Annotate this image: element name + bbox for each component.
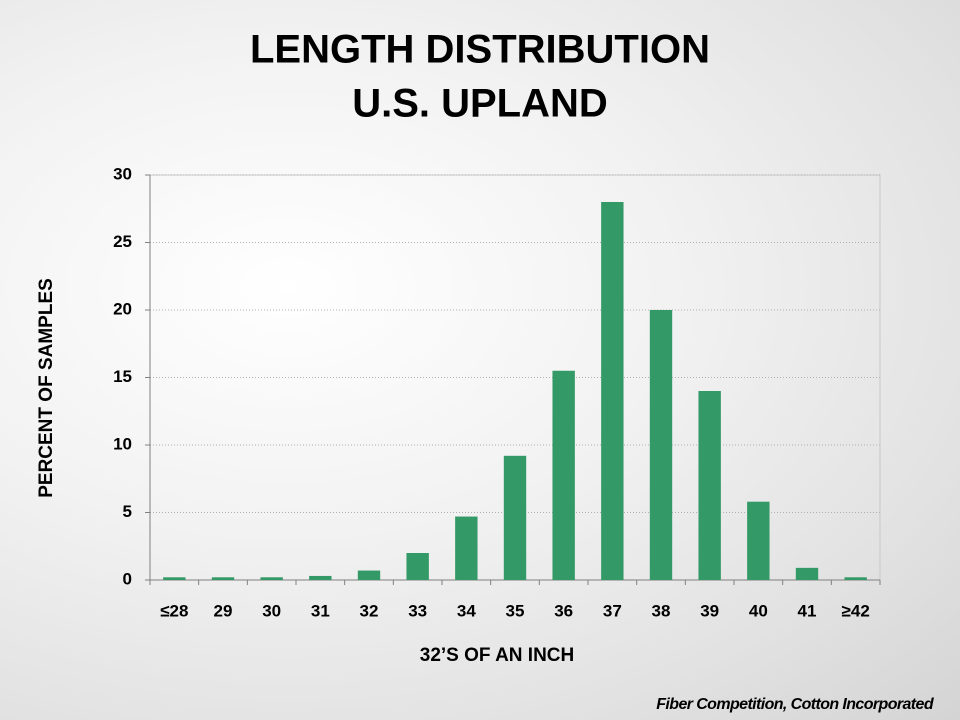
bar xyxy=(747,501,770,580)
bar xyxy=(163,577,186,580)
x-tick-label: 40 xyxy=(749,601,768,620)
bar xyxy=(601,202,624,580)
x-tick-label: ≥42 xyxy=(842,601,870,620)
x-tick-label: 29 xyxy=(214,601,233,620)
x-tick-label: 38 xyxy=(652,601,671,620)
chart-title: LENGTH DISTRIBUTION xyxy=(250,28,710,72)
y-tick-label: 30 xyxy=(113,164,132,183)
bar xyxy=(649,310,673,580)
bar xyxy=(455,516,478,580)
chart-subtitle: U.S. UPLAND xyxy=(352,82,608,126)
x-tick-label: 31 xyxy=(311,601,330,620)
y-tick-label: 20 xyxy=(113,299,132,318)
y-axis-label: PERCENT OF SAMPLES xyxy=(36,278,57,498)
bar xyxy=(211,577,235,580)
bar xyxy=(795,567,819,580)
y-tick-label: 5 xyxy=(123,502,132,521)
x-tick-label: 39 xyxy=(700,601,719,620)
x-tick-label: 37 xyxy=(603,601,622,620)
bar xyxy=(309,575,332,580)
x-tick-label: 35 xyxy=(506,601,525,620)
x-tick-label: ≤28 xyxy=(160,601,188,620)
x-tick-label: 33 xyxy=(408,601,427,620)
bar xyxy=(357,570,381,580)
source-note: Fiber Competition, Cotton Incorporated xyxy=(656,696,935,713)
y-tick-label: 10 xyxy=(113,434,132,453)
x-tick-label: 30 xyxy=(262,601,281,620)
x-tick-label: 41 xyxy=(798,601,817,620)
x-axis-label: 32’S OF AN INCH xyxy=(420,645,575,666)
x-tick-label: 32 xyxy=(360,601,379,620)
x-tick-label: 34 xyxy=(457,601,476,620)
y-tick-label: 15 xyxy=(113,367,132,386)
x-tick-label: 36 xyxy=(554,601,573,620)
y-tick-label: 0 xyxy=(123,569,132,588)
bar xyxy=(406,553,429,580)
y-tick-label: 25 xyxy=(113,232,132,251)
bar xyxy=(844,577,867,580)
bar xyxy=(503,455,527,580)
bar xyxy=(698,391,721,580)
bar xyxy=(552,370,575,580)
bar xyxy=(260,577,283,580)
